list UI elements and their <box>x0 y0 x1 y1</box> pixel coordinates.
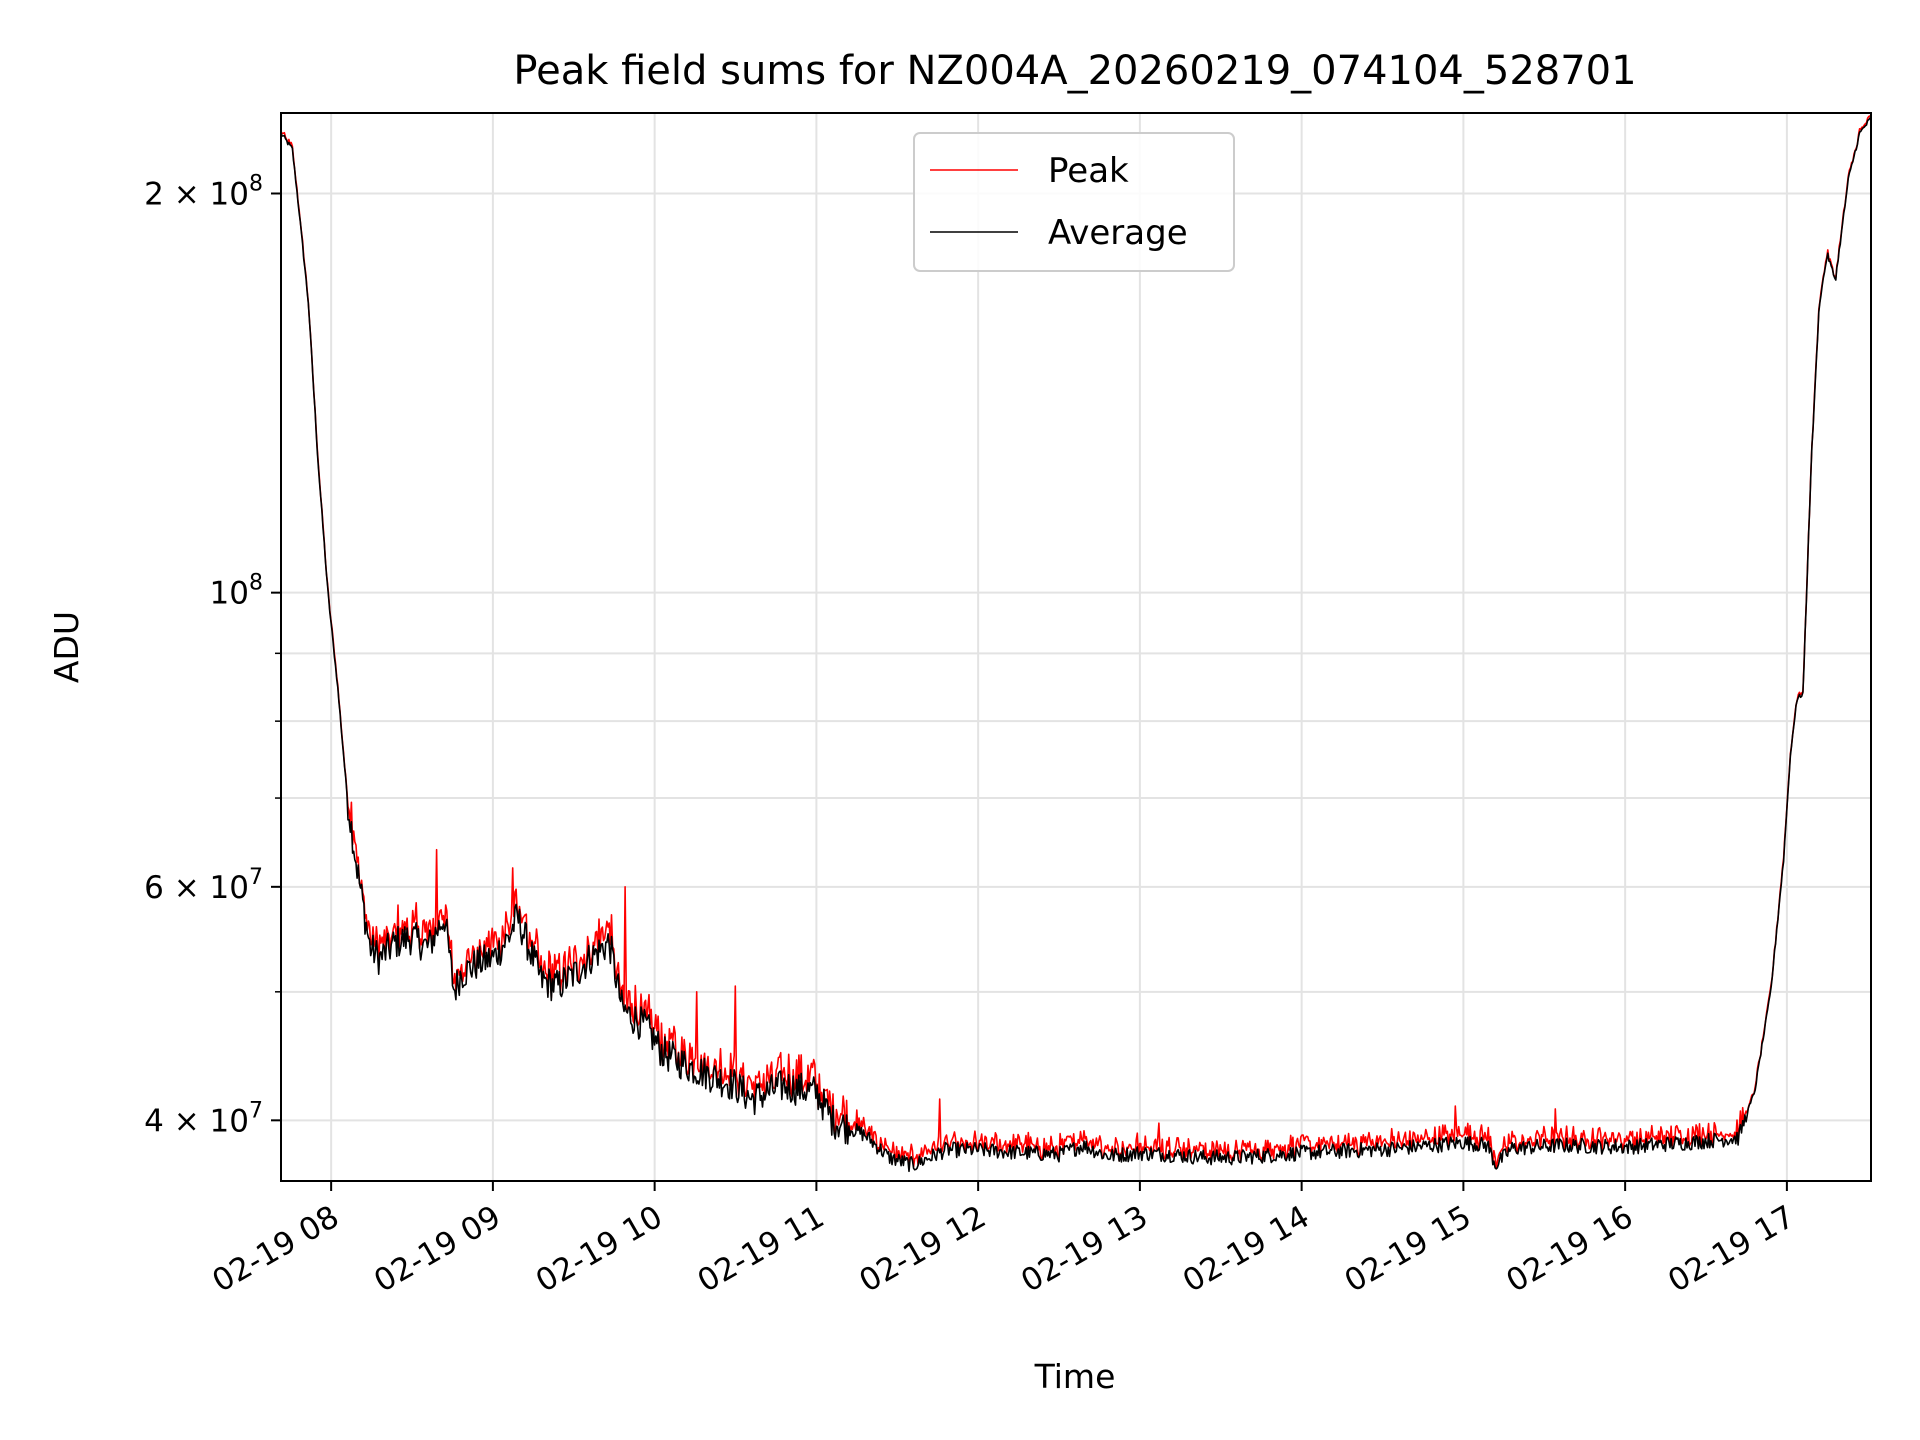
legend-peak-label: Peak <box>1048 151 1129 191</box>
y-tick-label: 2 × 108 <box>144 171 263 212</box>
legend-average-label: Average <box>1048 213 1188 253</box>
y-axis-label: ADU <box>47 611 86 683</box>
plot-frame <box>280 112 1872 1182</box>
series-line-peak <box>280 114 1872 1169</box>
legend-box <box>913 132 1235 272</box>
series-line-average <box>280 116 1872 1173</box>
y-tick-label: 108 <box>210 571 263 612</box>
x-axis-label: Time <box>1034 1357 1116 1396</box>
series-layer <box>280 114 1872 1173</box>
legend: Peak Average <box>913 132 1235 272</box>
y-tick-label: 4 × 107 <box>144 1098 263 1139</box>
chart-title: Peak field sums for NZ004A_20260219_0741… <box>513 48 1636 94</box>
y-tick-label: 6 × 107 <box>144 865 263 906</box>
